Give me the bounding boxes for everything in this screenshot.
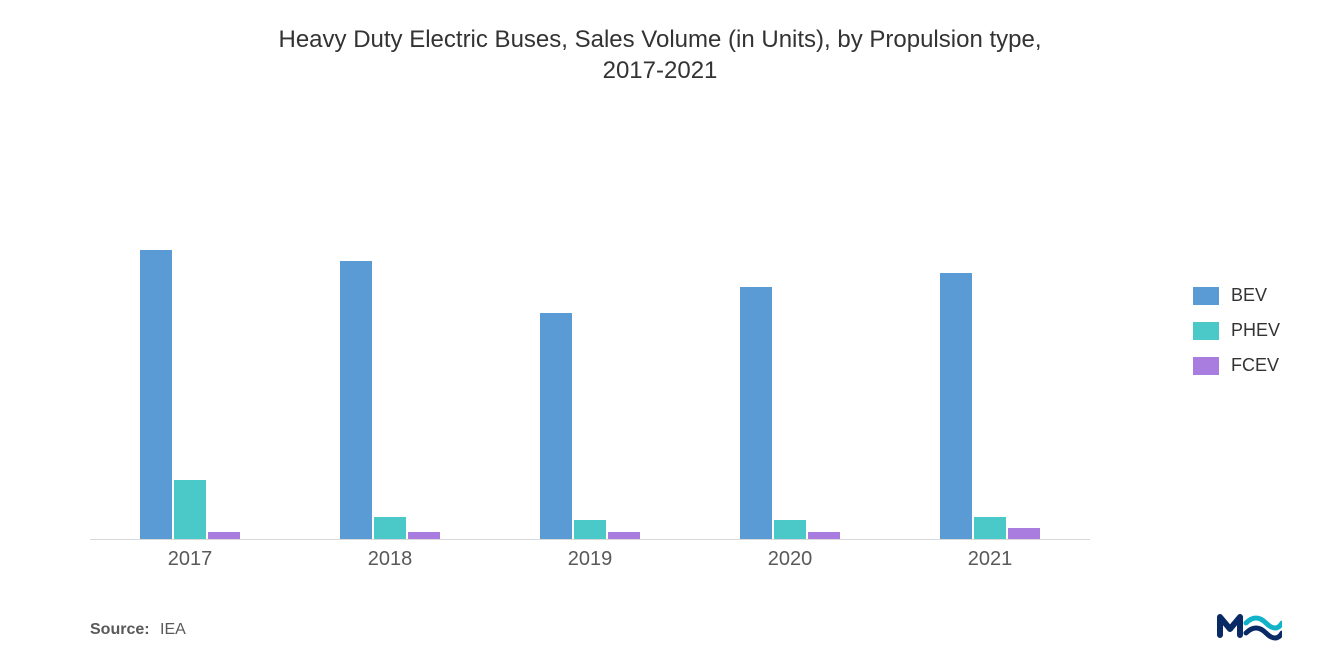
- bar-fcev-2017: [208, 532, 240, 539]
- xlabel-2021: 2021: [940, 548, 1040, 571]
- bar-fcev-2021: [1008, 528, 1040, 539]
- bar-bev-2018: [340, 261, 372, 539]
- bar-fcev-2018: [408, 532, 440, 539]
- xlabel-2018: 2018: [340, 548, 440, 571]
- bar-group-2018: [340, 170, 440, 539]
- legend-label-bev: BEV: [1231, 285, 1267, 306]
- legend-swatch-phev: [1193, 322, 1219, 340]
- legend-item-phev: PHEV: [1193, 320, 1280, 341]
- legend-swatch-bev: [1193, 287, 1219, 305]
- bar-phev-2021: [974, 517, 1006, 539]
- bar-phev-2020: [774, 520, 806, 539]
- xlabel-2017: 2017: [140, 548, 240, 571]
- legend: BEV PHEV FCEV: [1193, 285, 1280, 376]
- bar-group-2019: [540, 170, 640, 539]
- bar-phev-2018: [374, 517, 406, 539]
- bar-group-2020: [740, 170, 840, 539]
- chart-title-line2: 2017-2021: [603, 57, 718, 84]
- chart-canvas: Heavy Duty Electric Buses, Sales Volume …: [0, 0, 1320, 665]
- source-label: Source:: [90, 621, 150, 638]
- legend-item-bev: BEV: [1193, 285, 1280, 306]
- bar-phev-2019: [574, 520, 606, 539]
- bar-groups: [90, 170, 1090, 539]
- bar-fcev-2019: [608, 532, 640, 539]
- legend-label-fcev: FCEV: [1231, 355, 1279, 376]
- xlabel-2020: 2020: [740, 548, 840, 571]
- bar-fcev-2020: [808, 532, 840, 539]
- legend-label-phev: PHEV: [1231, 320, 1280, 341]
- xlabel-2019: 2019: [540, 548, 640, 571]
- brand-logo-icon: [1216, 609, 1282, 643]
- legend-swatch-fcev: [1193, 357, 1219, 375]
- plot-area: [90, 170, 1090, 540]
- bar-group-2021: [940, 170, 1040, 539]
- bar-bev-2021: [940, 273, 972, 539]
- bar-bev-2020: [740, 287, 772, 539]
- source-attribution: Source: IEA: [90, 621, 186, 639]
- legend-item-fcev: FCEV: [1193, 355, 1280, 376]
- bar-bev-2019: [540, 313, 572, 539]
- x-axis-labels: 2017 2018 2019 2020 2021: [90, 548, 1090, 571]
- bar-group-2017: [140, 170, 240, 539]
- bar-bev-2017: [140, 250, 172, 539]
- bar-phev-2017: [174, 480, 206, 539]
- chart-title: Heavy Duty Electric Buses, Sales Volume …: [0, 24, 1320, 86]
- chart-title-line1: Heavy Duty Electric Buses, Sales Volume …: [279, 26, 1042, 53]
- source-value: IEA: [160, 621, 186, 638]
